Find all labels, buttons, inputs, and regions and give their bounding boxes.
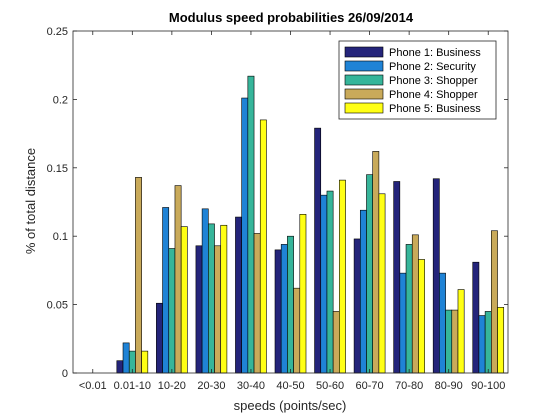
bar-3-4 (208, 223, 215, 374)
x-tick-label-1: 0.01-10 (114, 380, 151, 392)
x-tick-label-2: 10-20 (158, 380, 186, 392)
bar-5-2 (141, 350, 149, 374)
x-tick-label-5: 40-50 (276, 380, 304, 392)
bar-5-5 (259, 119, 267, 374)
legend-swatch-2 (344, 60, 384, 72)
y-tick-label-0: 0 (62, 368, 68, 380)
bar-2-8 (359, 209, 367, 374)
legend-label-2: Phone 2: Security (389, 61, 476, 73)
bar-5-4 (220, 224, 228, 374)
bar-3-3 (168, 248, 176, 374)
bar-4-5 (253, 233, 261, 374)
legend-label-5: Phone 5: Business (389, 103, 481, 115)
bar-2-6 (280, 244, 288, 374)
legend: Phone 1: Business Phone 2: Security Phone … (338, 40, 497, 120)
bar-1-6 (274, 249, 282, 374)
bar-1-4 (195, 245, 203, 374)
bar-5-9 (418, 259, 425, 374)
y-tick-label-5: 0.25 (47, 26, 68, 38)
x-tick-label-8: 70-80 (395, 380, 423, 392)
legend-swatch-1 (344, 46, 384, 58)
bar-5-10 (457, 289, 465, 374)
bar-3-10 (445, 309, 453, 374)
bar-3-5 (247, 75, 255, 374)
legend-label-3: Phone 3: Shopper (389, 75, 478, 87)
x-tick-label-4: 30-40 (237, 380, 265, 392)
bar-2-11 (478, 315, 486, 374)
bar-1-8 (353, 238, 361, 374)
bar-2-2 (122, 342, 130, 374)
bar-1-3 (156, 302, 163, 374)
bar-5-3 (180, 226, 188, 374)
bar-3-11 (484, 311, 492, 374)
bar-3-9 (405, 244, 413, 374)
bar-5-7 (339, 179, 346, 374)
bar-4-11 (491, 230, 498, 374)
bar-1-5 (235, 216, 242, 374)
bar-2-10 (439, 272, 446, 374)
legend-label-1: Phone 1: Business (389, 47, 481, 59)
bar-1-10 (432, 178, 440, 374)
bar-5-8 (378, 193, 386, 374)
bar-1-7 (314, 127, 322, 374)
bar-3-7 (326, 190, 334, 374)
bar-5-6 (299, 214, 307, 374)
x-tick-label-0: <0.01 (79, 380, 107, 392)
x-tick-label-10: 90-100 (471, 380, 505, 392)
bar-2-5 (241, 97, 249, 374)
legend-swatch-3 (344, 74, 384, 86)
y-tick-label-2: 0.1 (53, 231, 68, 243)
x-tick-label-9: 80-90 (435, 380, 463, 392)
x-axis-label: speeds (points/sec) (234, 398, 347, 413)
bar-2-3 (162, 207, 170, 374)
bar-1-2 (116, 360, 124, 374)
bar-4-6 (293, 287, 301, 374)
bar-4-4 (214, 245, 222, 374)
bar-2-4 (201, 208, 209, 374)
bar-4-8 (372, 151, 380, 374)
y-tick-label-3: 0.15 (47, 163, 68, 175)
y-tick-label-4: 0.2 (53, 94, 68, 106)
legend-label-4: Phone 4: Shopper (389, 89, 478, 101)
bar-4-10 (451, 309, 459, 374)
bar-5-11 (497, 307, 505, 374)
bar-3-6 (287, 235, 294, 374)
x-tick-label-3: 20-30 (197, 380, 225, 392)
legend-swatch-4 (344, 88, 384, 100)
bar-4-2 (135, 177, 142, 374)
legend-swatch-5 (344, 102, 384, 114)
y-axis-label: % of total distance (23, 148, 38, 254)
bar-1-11 (472, 261, 480, 374)
y-tick-label-1: 0.05 (47, 300, 68, 312)
x-tick-label-6: 50-60 (316, 380, 344, 392)
bar-2-9 (399, 272, 407, 374)
bar-4-7 (332, 311, 340, 374)
bar-3-8 (366, 174, 373, 374)
bar-4-9 (411, 234, 419, 374)
bar-4-3 (174, 185, 182, 374)
x-tick-label-7: 60-70 (356, 380, 384, 392)
chart-title: Modulus speed probabilities 26/09/2014 (169, 10, 414, 25)
bar-2-7 (320, 194, 328, 374)
bar-1-9 (393, 181, 401, 374)
